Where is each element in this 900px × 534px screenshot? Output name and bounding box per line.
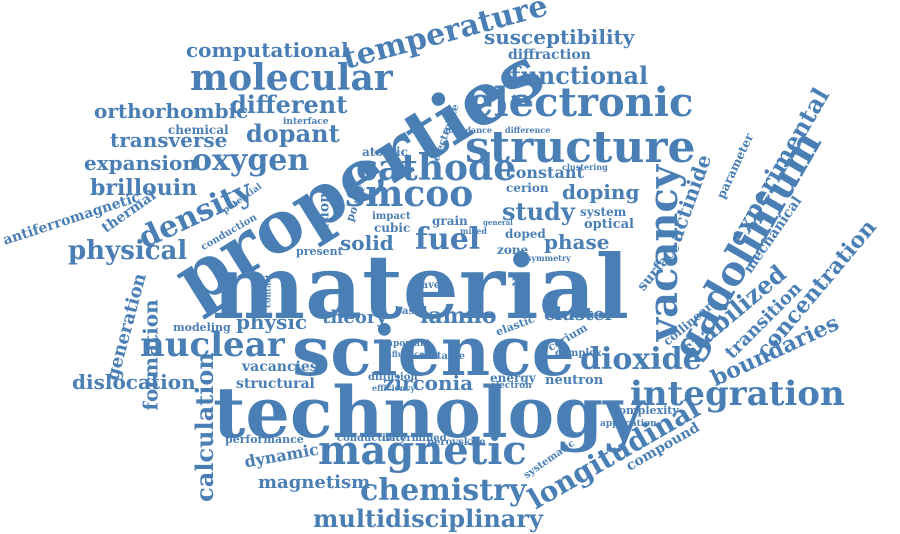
cloud-word: diffusion	[368, 372, 418, 383]
cloud-word: mixed	[460, 226, 487, 236]
cloud-word: magnetism	[258, 472, 371, 493]
cloud-word: fuel	[415, 222, 481, 257]
cloud-word: oxygen	[192, 143, 310, 178]
cloud-word: molecular	[190, 57, 393, 99]
cloud-word: study	[502, 197, 575, 226]
cloud-word: cathode	[356, 147, 517, 189]
cloud-word: application	[600, 419, 657, 429]
cloud-word: basis	[395, 306, 424, 317]
cloud-word: interface	[283, 117, 329, 127]
cloud-word: zirconia	[383, 371, 474, 395]
cloud-word: wave	[413, 280, 441, 291]
cloud-word: electron	[490, 381, 532, 391]
cloud-word: diffraction	[508, 47, 591, 63]
cloud-word: energy	[490, 371, 536, 385]
cloud-word: chemical	[168, 123, 229, 137]
cloud-word: conductivity	[337, 433, 406, 444]
cloud-word: optical	[584, 217, 634, 232]
cloud-word: electronic	[468, 79, 694, 126]
cloud-word: magnetic	[318, 427, 527, 474]
cloud-word: calculation	[189, 352, 219, 502]
cloud-word: doped	[505, 227, 546, 241]
cloud-word: structural	[236, 376, 315, 392]
cloud-word: phase	[544, 230, 610, 254]
cloud-word: atomic	[362, 145, 408, 159]
cloud-word: integration	[630, 374, 845, 414]
cloud-word: cation	[316, 192, 333, 242]
cloud-word: symmetry	[527, 253, 571, 263]
cloud-word: system	[580, 205, 627, 219]
cloud-word: present	[296, 245, 343, 258]
cloud-word: formation	[138, 299, 163, 411]
cloud-word: dioxide	[580, 342, 702, 377]
cloud-word: nuclear	[140, 325, 285, 365]
cloud-word: neutron	[545, 373, 604, 388]
cloud-word: constant	[506, 163, 584, 182]
cloud-word: influence	[383, 349, 425, 359]
cloud-word: expansion	[84, 151, 197, 175]
cloud-word: dopant	[246, 119, 340, 148]
cloud-word: chemistry	[360, 473, 527, 508]
cloud-word: theory	[322, 307, 387, 328]
cloud-word: cerion	[506, 181, 549, 195]
cloud-word: complex	[555, 348, 602, 359]
cloud-word: science	[292, 312, 575, 392]
cloud-word: susceptibility	[484, 25, 635, 49]
cloud-word: brillouin	[90, 175, 198, 201]
cloud-word: computational	[186, 38, 349, 62]
cloud-word: physical	[68, 236, 188, 266]
cloud-word: structure	[465, 122, 696, 173]
cloud-word: physic	[236, 310, 308, 334]
cloud-word: different	[230, 90, 348, 119]
cloud-word: material	[212, 235, 630, 339]
cloud-word: important	[380, 339, 431, 349]
cloud-word: general	[483, 218, 513, 227]
cloud-word: difference	[505, 125, 551, 135]
cloud-word: abundance	[443, 125, 492, 135]
cloud-word: cell	[511, 275, 528, 305]
cloud-word: impact	[372, 211, 411, 222]
cloud-word: performance	[225, 433, 304, 446]
cloud-word: vacancies	[242, 359, 318, 375]
cloud-word: dislocation	[72, 370, 196, 394]
cloud-word: doping	[562, 180, 640, 204]
cloud-word: zone	[497, 243, 529, 257]
cloud-word: lamno	[420, 303, 497, 329]
cloud-word: transverse	[110, 128, 228, 152]
cloud-word: solid	[340, 231, 394, 255]
cloud-word: grain	[432, 214, 468, 228]
cloud-word: perovskite	[427, 437, 486, 448]
cloud-word: complexity	[612, 404, 679, 417]
cloud-word: cluster	[544, 304, 615, 325]
cloud-word: determined	[382, 433, 447, 444]
cloud-word: modeling	[173, 321, 231, 334]
cloud-word: technology	[213, 371, 644, 454]
cloud-word: cubic	[374, 221, 411, 235]
cloud-word: multidisciplinary	[313, 504, 543, 533]
cloud-word: contact	[262, 274, 273, 308]
cloud-word: efficiency	[372, 383, 416, 393]
cloud-word: functional	[510, 61, 649, 90]
cloud-word: smcoo	[345, 173, 474, 215]
cloud-word: orthorhombic	[94, 99, 249, 123]
cloud-word: clustering	[562, 162, 608, 172]
cloud-word: suitable	[420, 351, 465, 362]
